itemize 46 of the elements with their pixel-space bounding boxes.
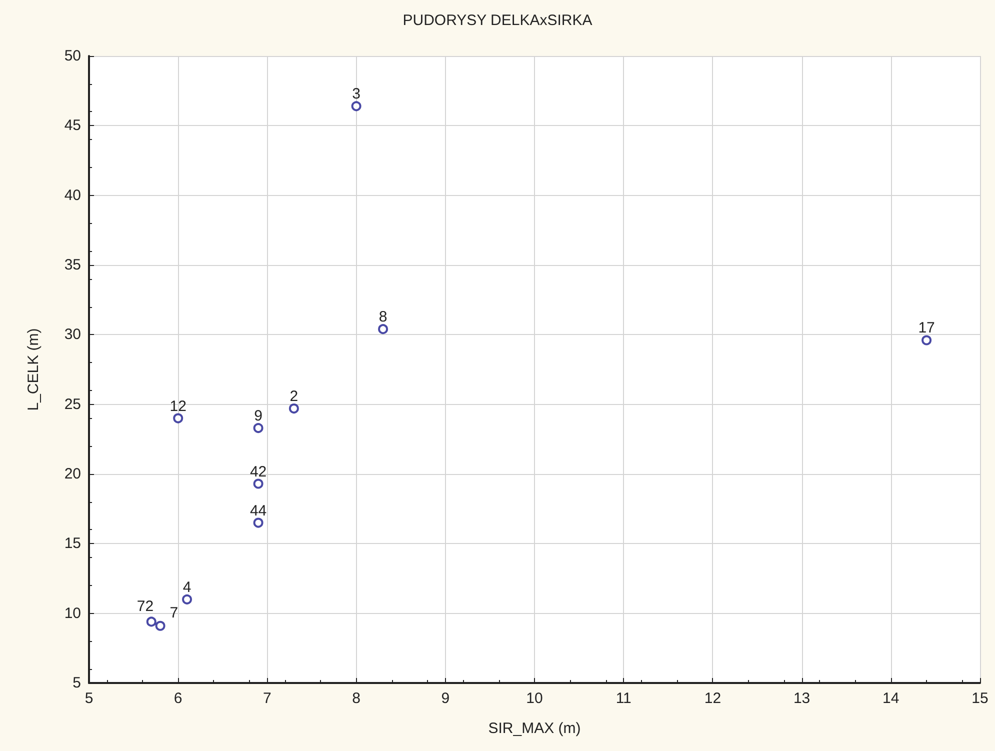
x-tick-label: 9 (441, 690, 450, 707)
x-tick-label: 12 (704, 690, 722, 707)
point (922, 335, 932, 346)
point (253, 423, 264, 434)
point (146, 616, 156, 627)
point (173, 413, 184, 424)
y-tick-label: 20 (64, 466, 81, 482)
point (182, 594, 192, 604)
point (288, 404, 299, 414)
annotation: 3 (352, 86, 360, 103)
y-tick-label: 50 (64, 48, 81, 64)
x-tick-label: 8 (352, 690, 360, 707)
y-tick-label: 45 (64, 117, 81, 134)
x-axis-title: SIR_MAX (m) (488, 720, 581, 737)
x-tick-label: 11 (616, 690, 632, 707)
x-tick-label: 13 (793, 690, 810, 707)
x-tick-label: 5 (84, 690, 94, 707)
x-tick-label: 14 (882, 690, 900, 707)
annotation: 72 (136, 598, 154, 616)
x-tick-label: 10 (526, 690, 543, 707)
y-tick-label: 25 (64, 396, 81, 413)
y-tick-label: 35 (64, 256, 81, 274)
point (155, 620, 166, 631)
x-tick-label: 15 (972, 690, 988, 707)
annotation: 9 (254, 408, 262, 425)
annotation: 2 (290, 388, 298, 406)
point (378, 324, 388, 334)
y-tick-label: 15 (64, 535, 81, 552)
annotation: 4 (182, 578, 192, 596)
annotation: 17 (918, 320, 935, 337)
annotation: 42 (250, 463, 267, 480)
point (351, 101, 362, 112)
y-axis-title: L_CELK (m) (25, 328, 42, 411)
x-tick-label: 6 (174, 690, 182, 707)
y-tick-label: 10 (64, 604, 81, 622)
annotation: 8 (378, 308, 388, 326)
point (253, 478, 264, 489)
annotation: 7 (170, 604, 178, 622)
x-tick-label: 7 (263, 690, 272, 707)
y-tick-label: 5 (72, 674, 81, 692)
y-tick-label: 40 (64, 186, 81, 204)
annotation: 44 (250, 502, 267, 520)
chart-title: PUDORYSY DELKAxSIRKA (402, 12, 592, 29)
point (253, 518, 264, 528)
annotation: 12 (170, 398, 186, 415)
y-tick-label: 30 (64, 326, 81, 344)
